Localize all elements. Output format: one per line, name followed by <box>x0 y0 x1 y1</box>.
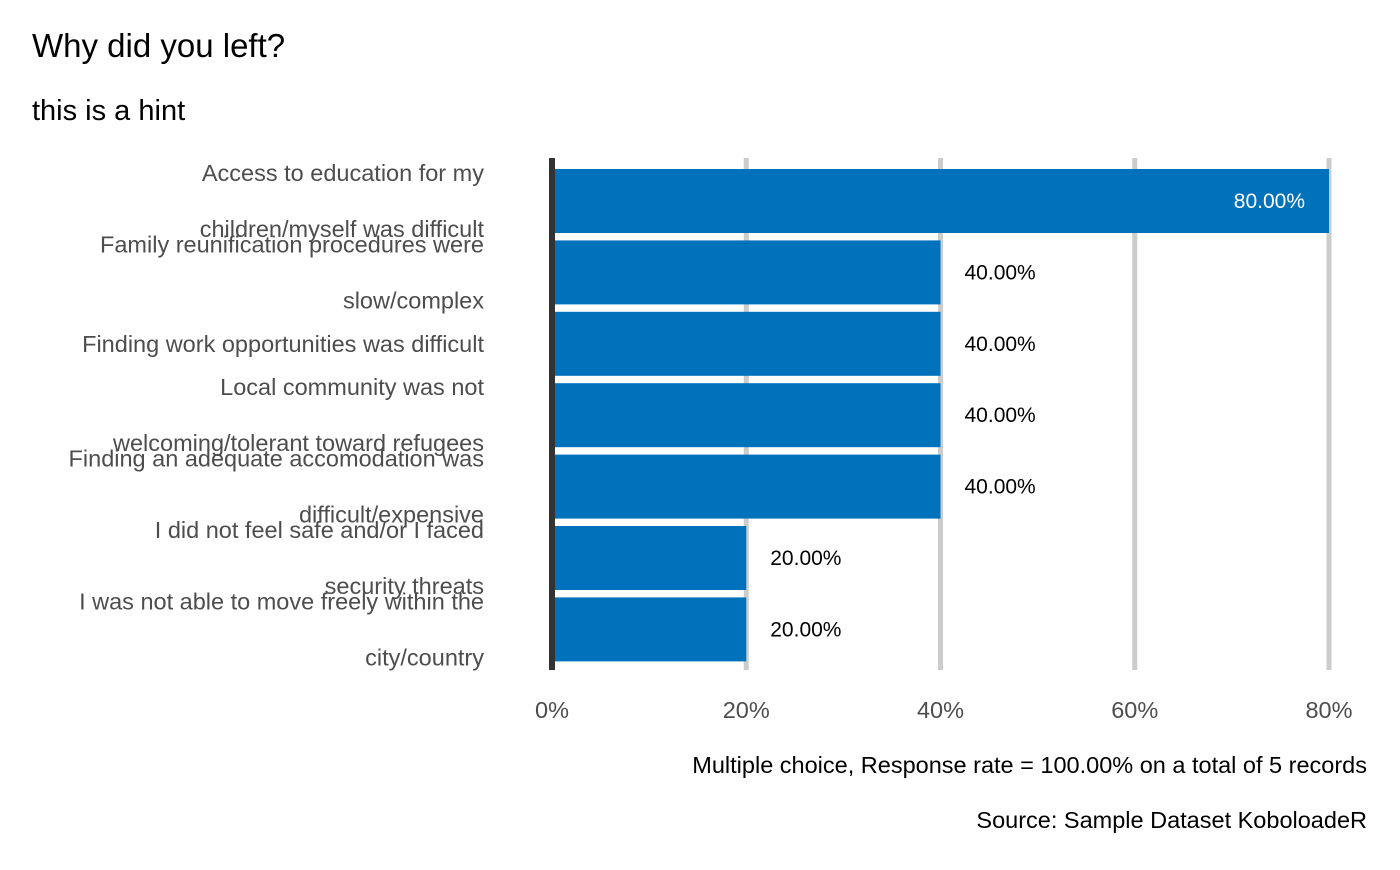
bar-5 <box>552 454 941 519</box>
x-tick-labels: 0% 20% 40% 60% 80% <box>535 697 1353 723</box>
category-label-1-line-2: children/myself was difficult <box>200 216 485 242</box>
caption-source: Source: Sample Dataset KoboloadeR <box>976 807 1367 833</box>
value-label-2: 40.00% <box>965 261 1036 284</box>
x-tick-label-20: 20% <box>723 697 770 723</box>
value-label-4: 40.00% <box>965 404 1036 427</box>
value-labels: 80.00% 40.00% 40.00% 40.00% 40.00% 20.00% 20.0… <box>770 190 1305 641</box>
category-label-1-line-1: Access to education for my <box>202 160 484 186</box>
category-label-7-line-2: city/country <box>365 644 484 670</box>
category-label-4-line-1: Local community was not <box>220 374 484 400</box>
x-tick-label-60: 60% <box>1111 697 1158 723</box>
value-label-3: 40.00% <box>965 333 1036 356</box>
bar-4 <box>552 383 941 448</box>
chart-subtitle: this is a hint <box>32 95 185 127</box>
value-label-6: 20.00% <box>770 547 841 570</box>
x-tick-label-40: 40% <box>917 697 964 723</box>
x-tick-label-80: 80% <box>1305 697 1352 723</box>
category-label-5-line-1: Finding an adequate accomodation was <box>69 446 484 472</box>
bar-7 <box>552 597 747 662</box>
value-label-1: 80.00% <box>1234 190 1305 213</box>
bar-1 <box>552 169 1329 233</box>
bar-2 <box>552 240 941 305</box>
value-label-7: 20.00% <box>770 618 841 641</box>
caption-response-rate: Multiple choice, Response rate = 100.00%… <box>692 752 1367 778</box>
category-label-7-line-1: I was not able to move freely within the <box>79 588 484 614</box>
category-labels: Access to education for my children/mysel… <box>69 160 485 670</box>
category-label-6-line-1: I did not feel safe and/or I faced <box>155 517 484 543</box>
category-label-4-line-2: welcoming/tolerant toward refugees <box>112 430 484 456</box>
bar-6 <box>552 526 747 590</box>
category-label-2-line-2: slow/complex <box>343 287 484 313</box>
bar-3 <box>552 311 941 376</box>
category-label-3-line-1: Finding work opportunities was difficult <box>82 331 484 357</box>
value-label-5: 40.00% <box>965 476 1036 499</box>
category-label-6-line-2: security threats <box>325 573 484 599</box>
category-label-2-line-1: Family reunification procedures were <box>100 231 484 257</box>
bars <box>552 169 1329 662</box>
category-label-5-line-2: difficult/expensive <box>299 502 484 528</box>
x-tick-label-0: 0% <box>535 697 569 723</box>
chart-title: Why did you left? <box>32 27 285 64</box>
